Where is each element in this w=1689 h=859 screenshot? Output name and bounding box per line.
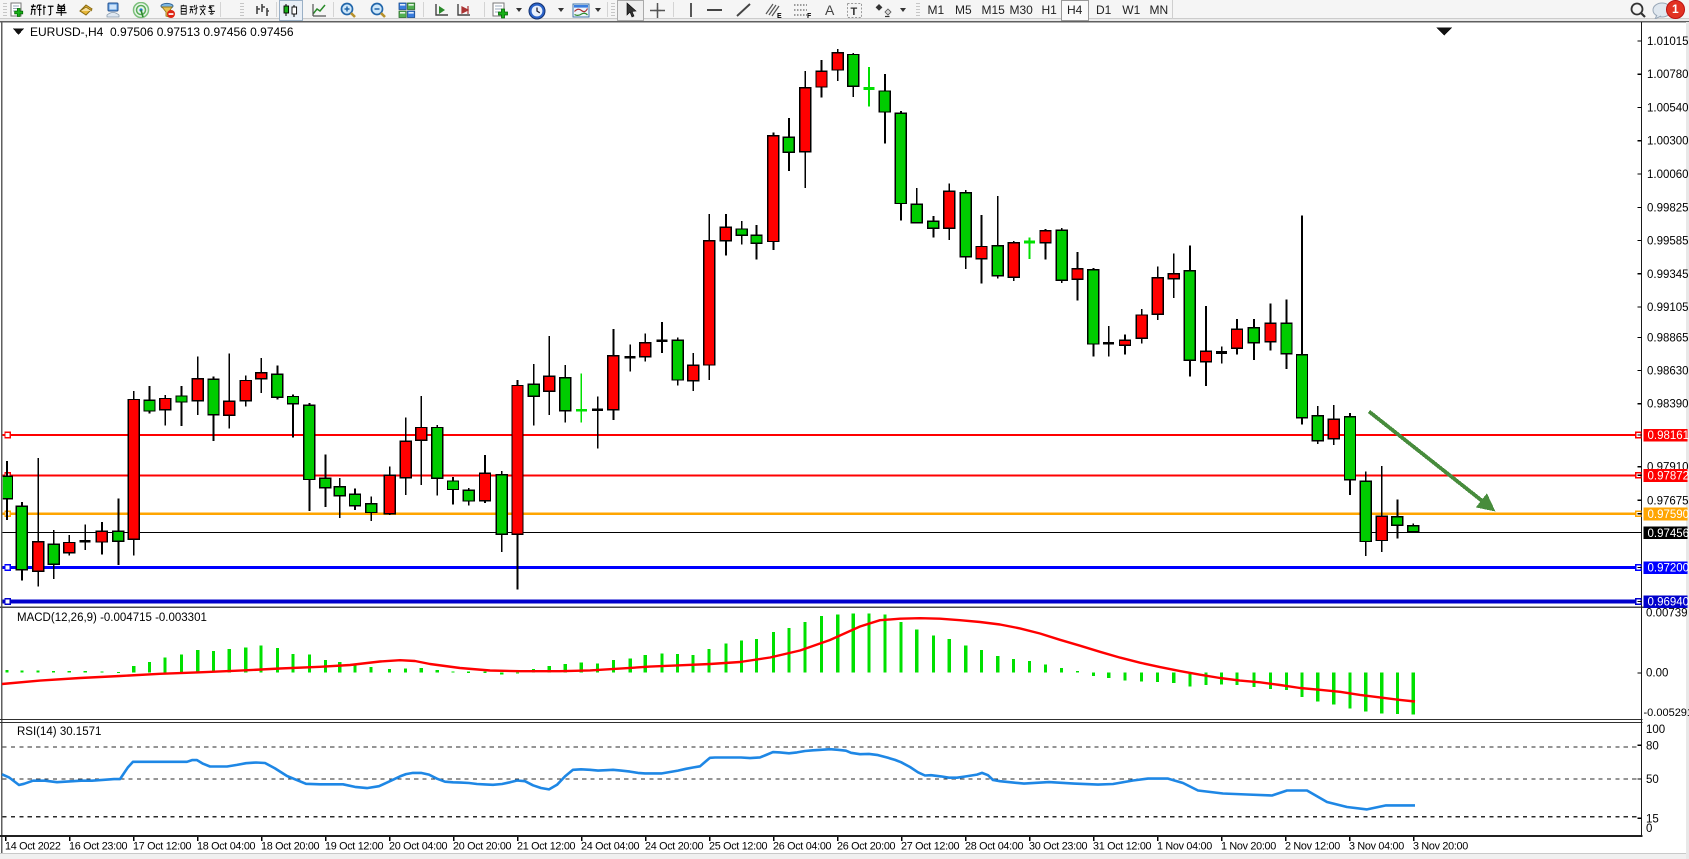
svg-text:0.97872: 0.97872 <box>1648 471 1689 483</box>
svg-text:24 Oct 04:00: 24 Oct 04:00 <box>581 841 640 853</box>
svg-text:1.00060: 1.00060 <box>1647 169 1689 181</box>
svg-text:16 Oct 23:00: 16 Oct 23:00 <box>69 841 128 853</box>
svg-text:18 Oct 04:00: 18 Oct 04:00 <box>197 841 256 853</box>
svg-text:0.99345: 0.99345 <box>1647 269 1689 281</box>
svg-text:1 Nov 20:00: 1 Nov 20:00 <box>1221 841 1276 853</box>
svg-text:1.00300: 1.00300 <box>1647 136 1689 148</box>
svg-text:0.98161: 0.98161 <box>1648 430 1689 442</box>
svg-text:0.99585: 0.99585 <box>1647 236 1689 248</box>
svg-text:E: E <box>777 13 782 19</box>
svg-text:RSI(14) 30.1571: RSI(14) 30.1571 <box>17 726 101 738</box>
svg-text:26 Oct 20:00: 26 Oct 20:00 <box>837 841 896 853</box>
svg-text:-0.005291: -0.005291 <box>1644 707 1689 719</box>
svg-text:28 Oct 04:00: 28 Oct 04:00 <box>965 841 1024 853</box>
svg-text:30 Oct 23:00: 30 Oct 23:00 <box>1029 841 1088 853</box>
svg-text:0.97675: 0.97675 <box>1647 495 1689 507</box>
svg-text:0.99825: 0.99825 <box>1647 202 1689 214</box>
svg-text:14 Oct 2022: 14 Oct 2022 <box>5 841 61 853</box>
svg-text:3 Nov 20:00: 3 Nov 20:00 <box>1413 841 1468 853</box>
svg-text:0.00: 0.00 <box>1646 668 1668 680</box>
svg-text:100: 100 <box>1646 724 1665 736</box>
svg-text:0.98390: 0.98390 <box>1647 399 1689 411</box>
svg-text:17 Oct 12:00: 17 Oct 12:00 <box>133 841 192 853</box>
svg-text:0.97590: 0.97590 <box>1648 509 1689 521</box>
svg-text:27 Oct 12:00: 27 Oct 12:00 <box>901 841 960 853</box>
svg-text:0.97456: 0.97456 <box>1648 528 1689 540</box>
svg-text:MACD(12,26,9) -0.004715 -0.003: MACD(12,26,9) -0.004715 -0.003301 <box>17 612 207 624</box>
svg-text:15: 15 <box>1646 813 1659 825</box>
svg-text:20 Oct 20:00: 20 Oct 20:00 <box>453 841 512 853</box>
svg-text:24 Oct 20:00: 24 Oct 20:00 <box>645 841 704 853</box>
svg-text:0.96940: 0.96940 <box>1648 597 1689 609</box>
svg-text:80: 80 <box>1646 740 1659 752</box>
svg-text:0: 0 <box>1646 823 1652 835</box>
svg-text:1.00780: 1.00780 <box>1647 69 1689 81</box>
svg-text:T: T <box>851 6 858 18</box>
svg-text:0.98630: 0.98630 <box>1647 366 1689 378</box>
svg-text:0.97200: 0.97200 <box>1648 563 1689 575</box>
svg-text:19 Oct 12:00: 19 Oct 12:00 <box>325 841 384 853</box>
svg-text:3 Nov 04:00: 3 Nov 04:00 <box>1349 841 1404 853</box>
svg-text:2 Nov 12:00: 2 Nov 12:00 <box>1285 841 1340 853</box>
svg-text:25 Oct 12:00: 25 Oct 12:00 <box>709 841 768 853</box>
svg-text:31 Oct 12:00: 31 Oct 12:00 <box>1093 841 1152 853</box>
svg-text:1.00540: 1.00540 <box>1647 102 1689 114</box>
svg-text:21 Oct 12:00: 21 Oct 12:00 <box>517 841 576 853</box>
svg-text:50: 50 <box>1646 774 1659 786</box>
svg-text:EURUSD-,H4 0.97506 0.97513 0.: EURUSD-,H4 0.97506 0.97513 0.97456 0.974… <box>30 25 294 39</box>
svg-text:1 Nov 04:00: 1 Nov 04:00 <box>1157 841 1212 853</box>
svg-text:18 Oct 20:00: 18 Oct 20:00 <box>261 841 320 853</box>
svg-text:1.01015: 1.01015 <box>1647 36 1689 48</box>
svg-text:20 Oct 04:00: 20 Oct 04:00 <box>389 841 448 853</box>
svg-text:26 Oct 04:00: 26 Oct 04:00 <box>773 841 832 853</box>
svg-text:0.99105: 0.99105 <box>1647 302 1689 314</box>
svg-text:0.00739: 0.00739 <box>1646 608 1688 620</box>
svg-text:F: F <box>807 13 812 19</box>
svg-text:0.98865: 0.98865 <box>1647 333 1689 345</box>
